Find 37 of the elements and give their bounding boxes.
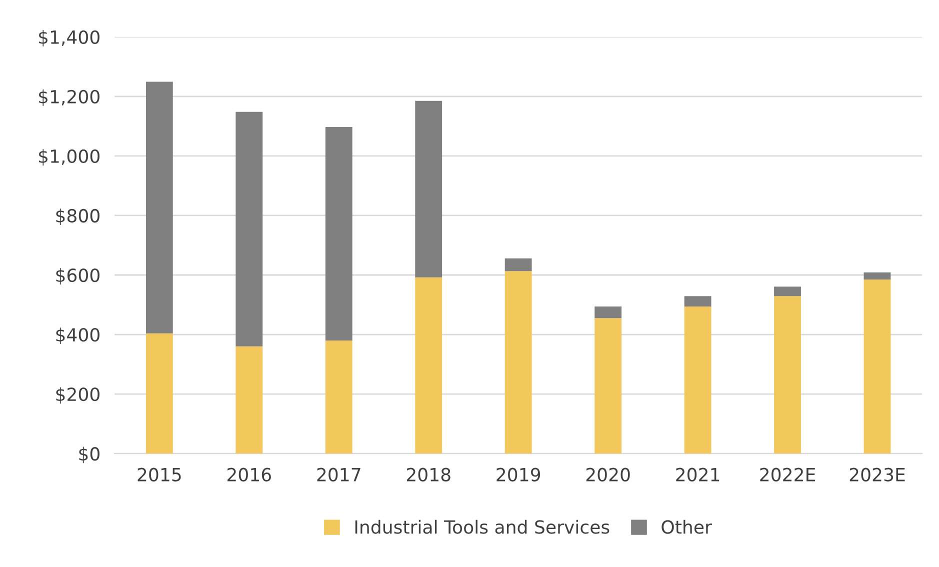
bar <box>774 286 801 296</box>
bar <box>504 258 532 272</box>
x-tick-label: 2016 <box>227 468 271 482</box>
bar <box>684 296 712 307</box>
bar <box>325 340 352 454</box>
x-tick-label: 2018 <box>406 468 450 482</box>
bar <box>864 279 891 454</box>
bar <box>325 127 352 340</box>
x-tick-label: 2023E <box>850 468 905 482</box>
y-tick-label: $1,000 <box>38 149 100 166</box>
y-tick-label: $400 <box>56 328 100 344</box>
x-tick-label: 2015 <box>138 468 181 482</box>
bar <box>415 100 442 278</box>
bar <box>864 272 891 280</box>
bar <box>146 333 173 454</box>
y-tick-label: $0 <box>79 446 100 464</box>
bar <box>236 112 263 346</box>
bar <box>594 318 622 454</box>
x-tick-label: 2017 <box>317 468 360 482</box>
y-tick-label: $1,200 <box>38 90 100 106</box>
x-tick-label: 2020 <box>586 468 630 482</box>
x-tick-label: 2022E <box>760 468 816 482</box>
bar <box>146 82 173 334</box>
bar <box>236 346 263 454</box>
bar <box>504 271 532 454</box>
y-tick-label: $600 <box>56 268 100 285</box>
y-tick-label: $1,400 <box>38 30 100 46</box>
bar <box>415 277 442 454</box>
x-tick-label: 2021 <box>676 468 720 482</box>
bar <box>594 306 622 318</box>
bar <box>684 306 712 454</box>
legend-label: Other <box>662 520 712 534</box>
y-tick-label: $800 <box>56 208 100 225</box>
bar <box>774 296 801 454</box>
legend-label: Industrial Tools and Services <box>355 520 610 534</box>
y-tick-label: $200 <box>56 387 100 404</box>
x-tick-label: 2019 <box>496 468 540 482</box>
